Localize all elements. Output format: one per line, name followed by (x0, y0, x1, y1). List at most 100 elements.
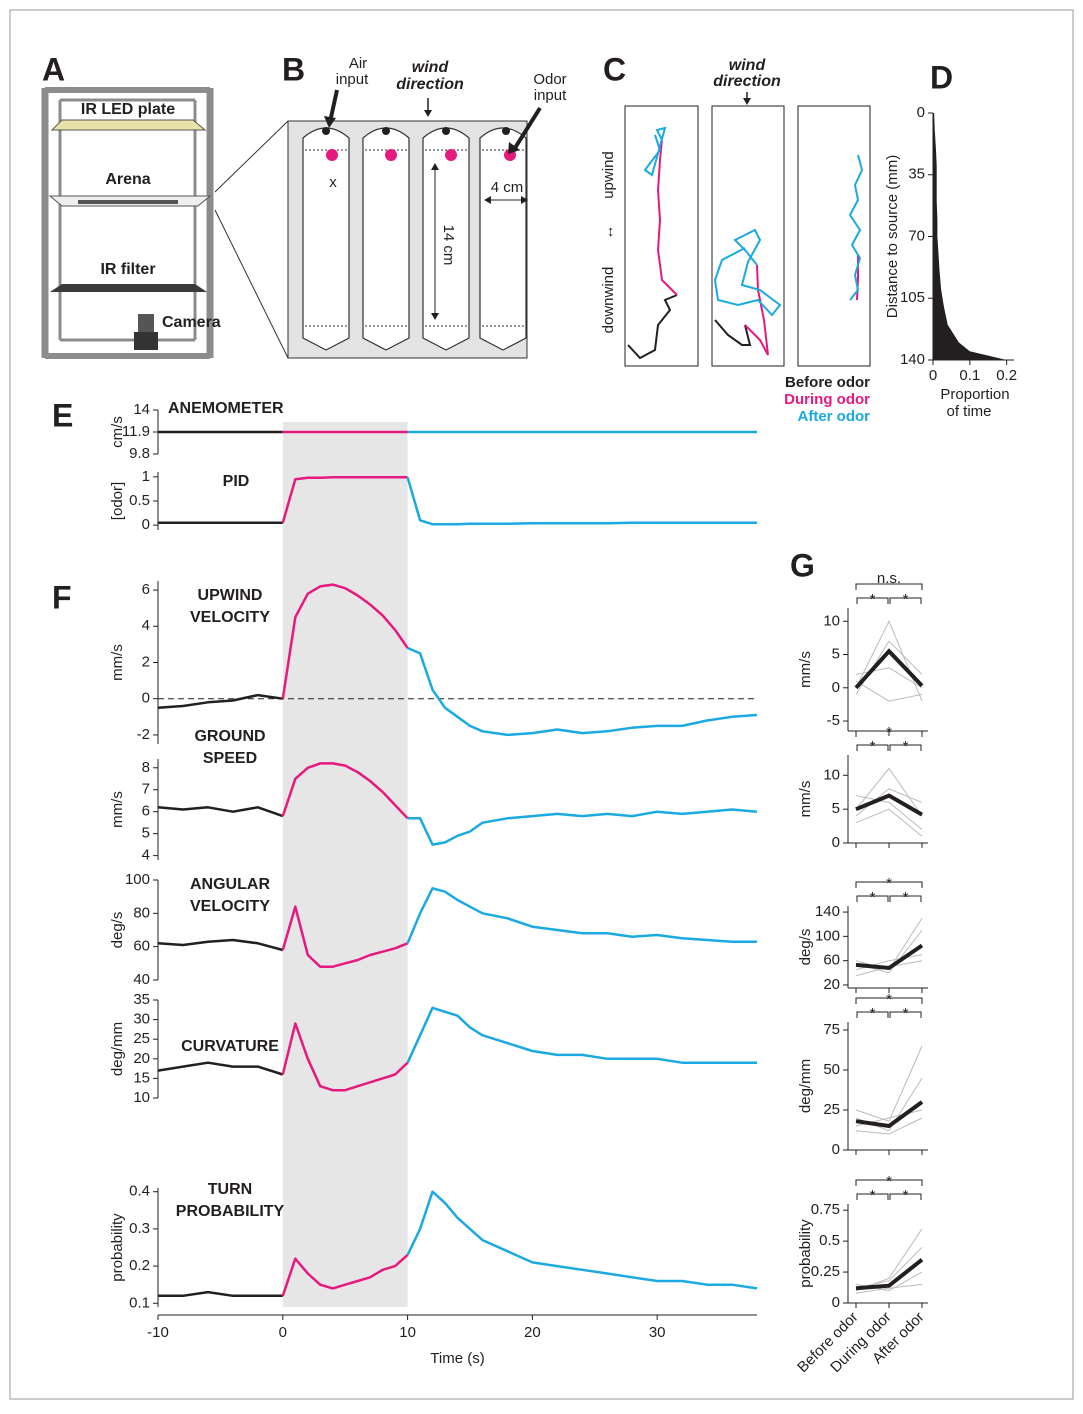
panel-label: D (930, 59, 953, 95)
y-tick-label: 11.9 (122, 423, 150, 440)
significance-bracket (855, 881, 923, 888)
y-tick-label: 30 (133, 1011, 150, 1028)
x-tick-label: 10 (399, 1324, 416, 1341)
x-tick-label: -10 (147, 1324, 169, 1341)
significance-bracket (889, 1193, 922, 1200)
y-tick-label: 4 (142, 847, 150, 864)
trajectory-label: wind (729, 57, 767, 74)
individual-line (855, 808, 923, 837)
significance-bracket (855, 730, 923, 737)
panel-title: SPEED (203, 750, 257, 767)
y-tick-label: 10 (823, 612, 840, 629)
significance-label: * (870, 1005, 876, 1022)
series-line (406, 887, 757, 944)
y-tick-label: 100 (125, 871, 150, 888)
significance-bracket (856, 895, 889, 902)
y-tick-label: 5 (142, 825, 150, 842)
y-axis-label: deg/s (109, 912, 126, 949)
individual-line (855, 788, 923, 817)
significance-bracket (855, 583, 923, 590)
panel-label: E (52, 397, 73, 433)
y-axis-label: mm/s (797, 651, 814, 688)
series-line (157, 1061, 284, 1076)
mean-line (855, 1258, 924, 1291)
y-tick-label: 10 (823, 766, 840, 783)
arena-label: direction (396, 76, 464, 93)
series-line (281, 583, 409, 699)
y-tick-label: 9.8 (129, 445, 150, 462)
trajectory-label: direction (713, 73, 781, 90)
zoom-line (214, 120, 289, 193)
y-axis-label: deg/mm (109, 1022, 126, 1076)
y-tick-label: -2 (137, 726, 150, 743)
y-tick-label: 40 (133, 971, 150, 988)
significance-label: * (870, 738, 876, 755)
y-tick-label: 0 (832, 679, 840, 696)
y-tick-label: 2 (142, 653, 150, 670)
individual-line (855, 767, 923, 817)
significance-label: * (870, 889, 876, 906)
y-tick-label: 1 (142, 468, 150, 485)
y-tick-label: 5 (832, 800, 840, 817)
y-tick-label: 0.25 (811, 1263, 840, 1280)
panel-title: CURVATURE (181, 1038, 279, 1055)
panel-title: TURN (208, 1181, 252, 1198)
y-tick-label: 0 (832, 1141, 840, 1158)
series-line (407, 646, 758, 737)
arena-label: Air (349, 55, 367, 72)
y-tick-label: 0.75 (811, 1201, 840, 1218)
panel-title: PID (223, 473, 250, 490)
y-tick-label: 20 (823, 976, 840, 993)
x-axis-label: Time (s) (430, 1350, 484, 1367)
y-tick-label: 70 (908, 227, 925, 244)
significance-label: * (903, 738, 909, 755)
series-line (281, 905, 409, 968)
legend-entry: Before odor (785, 374, 870, 391)
legend-entry: After odor (798, 408, 871, 425)
y-tick-label: 5 (832, 646, 840, 663)
series-line (406, 1006, 757, 1064)
series-line (406, 1190, 758, 1290)
series-line (406, 476, 757, 526)
panel-label: B (282, 51, 305, 87)
y-axis-label: probability (109, 1213, 126, 1282)
panel-title: ANGULAR (190, 876, 270, 893)
y-tick-label: 60 (823, 952, 840, 969)
individual-line (855, 1117, 923, 1135)
trajectory-label: ↔ (600, 225, 617, 240)
y-axis-label: deg/mm (797, 1059, 814, 1113)
frame (9, 9, 1074, 1400)
y-tick-label: 0 (917, 104, 925, 121)
significance-label: * (886, 724, 892, 741)
rig-diagram (41, 87, 214, 359)
significance-bracket (856, 1193, 889, 1200)
mean-line (855, 943, 924, 971)
x-tick-label: 30 (649, 1324, 666, 1341)
y-tick-label: 60 (133, 938, 150, 955)
y-tick-label: 140 (815, 903, 840, 920)
rig-label: IR LED plate (81, 101, 175, 118)
panel-title: VELOCITY (190, 609, 270, 626)
y-axis-label: mm/s (797, 781, 814, 818)
y-tick-label: 25 (133, 1030, 150, 1047)
y-tick-label: 50 (823, 1061, 840, 1078)
significance-label: * (903, 591, 909, 608)
y-tick-label: 0.3 (129, 1220, 150, 1237)
significance-bracket (856, 597, 889, 604)
significance-label: * (870, 591, 876, 608)
trajectory-diagram (624, 92, 871, 367)
individual-line (855, 1283, 923, 1294)
y-tick-label: 0.1 (129, 1294, 150, 1311)
y-tick-label: -5 (827, 712, 840, 729)
y-axis-label: [odor] (109, 482, 126, 520)
individual-line (855, 1228, 923, 1292)
arena-diagram (287, 89, 542, 359)
panel-title: GROUND (194, 728, 265, 745)
y-tick-label: 80 (133, 904, 150, 921)
y-tick-label: 35 (133, 991, 150, 1008)
y-axis-label: cm/s (109, 416, 126, 448)
significance-bracket (889, 744, 922, 751)
panel-title: VELOCITY (190, 898, 270, 915)
